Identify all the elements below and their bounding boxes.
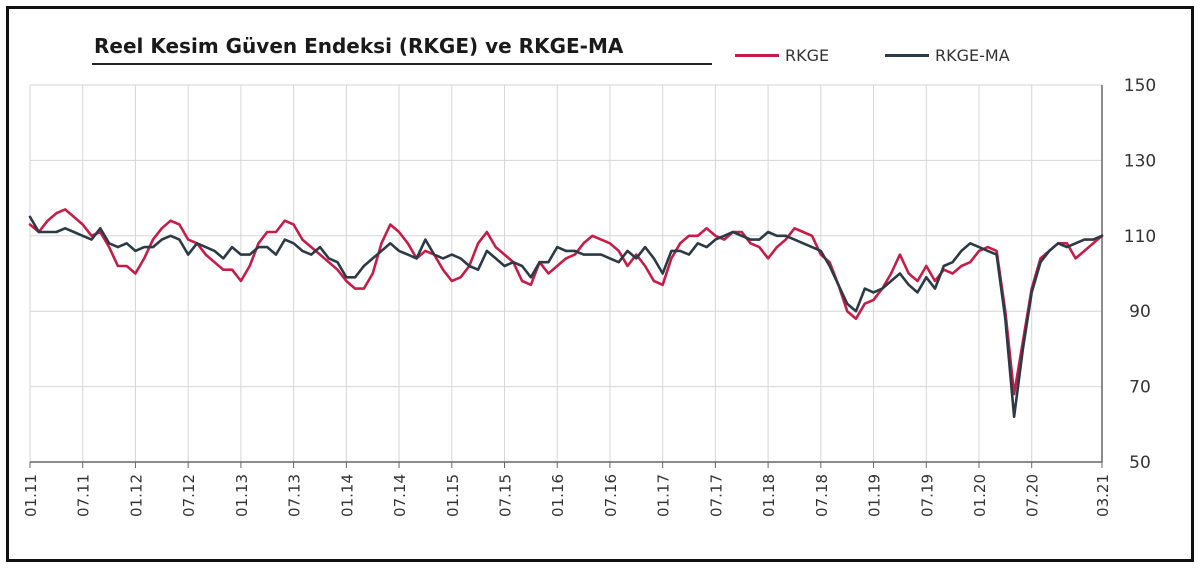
x-tick-label-01.15: 01.15 [444, 474, 462, 517]
x-tick-label-07.18: 07.18 [813, 474, 831, 517]
x-tick-label-01.18: 01.18 [760, 474, 778, 517]
x-tick-label-07.14: 07.14 [391, 474, 409, 517]
series-line-rkge [28, 208, 1104, 396]
chart-title: Reel Kesim Güven Endeksi (RKGE) ve RKGE-… [94, 34, 624, 58]
legend-swatch-rkge-ma [885, 54, 929, 57]
x-tick-label-01.14: 01.14 [338, 474, 356, 517]
x-tick-label-01.20: 01.20 [971, 474, 989, 517]
title-underline [92, 63, 712, 65]
y-tick-label-150: 150 [1124, 76, 1156, 96]
x-tick-label-01.12: 01.12 [127, 474, 145, 517]
x-tick-label-07.20: 07.20 [1024, 474, 1042, 517]
legend-swatch-rkge [735, 54, 779, 57]
x-tick-label-03.21: 03.21 [1094, 474, 1112, 517]
y-tick-label-70: 70 [1129, 378, 1151, 398]
x-tick-label-01.17: 01.17 [655, 474, 673, 517]
x-tick-label-01.13: 01.13 [233, 474, 251, 517]
legend-label-rkge: RKGE [785, 46, 830, 65]
x-tick-label-01.16: 01.16 [549, 474, 567, 517]
x-tick-label-07.15: 07.15 [496, 474, 514, 517]
x-tick-label-07.19: 07.19 [918, 474, 936, 517]
y-tick-label-110: 110 [1124, 227, 1156, 247]
legend-label-rkge-ma: RKGE-MA [935, 46, 1010, 65]
legend-item-rkge: RKGE [735, 46, 829, 65]
y-tick-label-90: 90 [1129, 302, 1151, 322]
legend-item-rkge-ma: RKGE-MA [885, 46, 1010, 65]
x-tick-label-07.17: 07.17 [707, 474, 725, 517]
series-line-rkge-ma [28, 215, 1104, 419]
x-tick-label-07.16: 07.16 [602, 474, 620, 517]
y-tick-label-130: 130 [1124, 151, 1156, 171]
y-tick-label-50: 50 [1129, 453, 1151, 473]
x-tick-label-07.11: 07.11 [75, 474, 93, 517]
x-tick-label-07.13: 07.13 [286, 474, 304, 517]
x-tick-label-01.19: 01.19 [866, 474, 884, 517]
x-tick-label-07.12: 07.12 [180, 474, 198, 517]
x-tick-label-01.11: 01.11 [22, 474, 40, 517]
chart-frame [6, 6, 1194, 562]
